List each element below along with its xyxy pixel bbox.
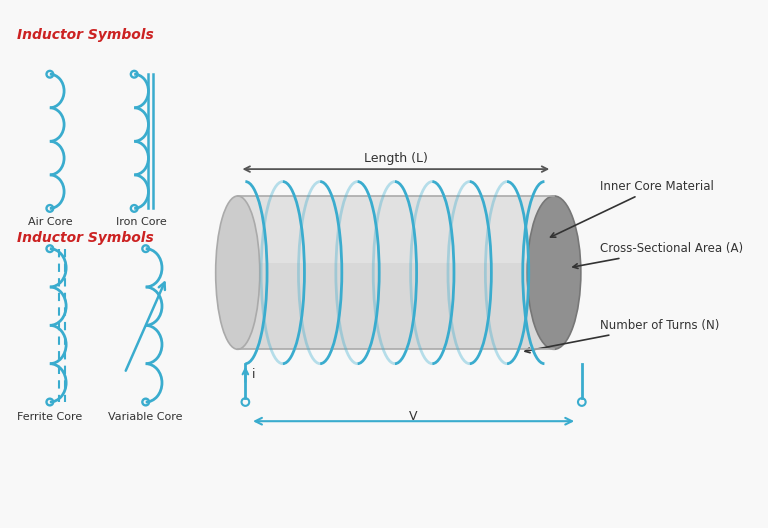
Text: i: i <box>252 367 256 381</box>
Text: Inductor Symbols: Inductor Symbols <box>17 231 154 246</box>
Text: Length (L): Length (L) <box>364 152 428 165</box>
Text: Air Core: Air Core <box>28 217 72 227</box>
Text: Cross-Sectional Area (A): Cross-Sectional Area (A) <box>573 242 743 268</box>
Text: Number of Turns (N): Number of Turns (N) <box>525 319 720 353</box>
Text: Inductor Symbols: Inductor Symbols <box>17 28 154 42</box>
Text: Ferrite Core: Ferrite Core <box>17 412 82 422</box>
Text: Variable Core: Variable Core <box>108 412 183 422</box>
Text: V: V <box>409 410 418 423</box>
Ellipse shape <box>527 196 581 350</box>
Text: Iron Core: Iron Core <box>117 217 167 227</box>
Polygon shape <box>238 196 554 263</box>
Ellipse shape <box>216 196 260 350</box>
Polygon shape <box>238 196 554 350</box>
Text: Inner Core Material: Inner Core Material <box>551 180 714 237</box>
